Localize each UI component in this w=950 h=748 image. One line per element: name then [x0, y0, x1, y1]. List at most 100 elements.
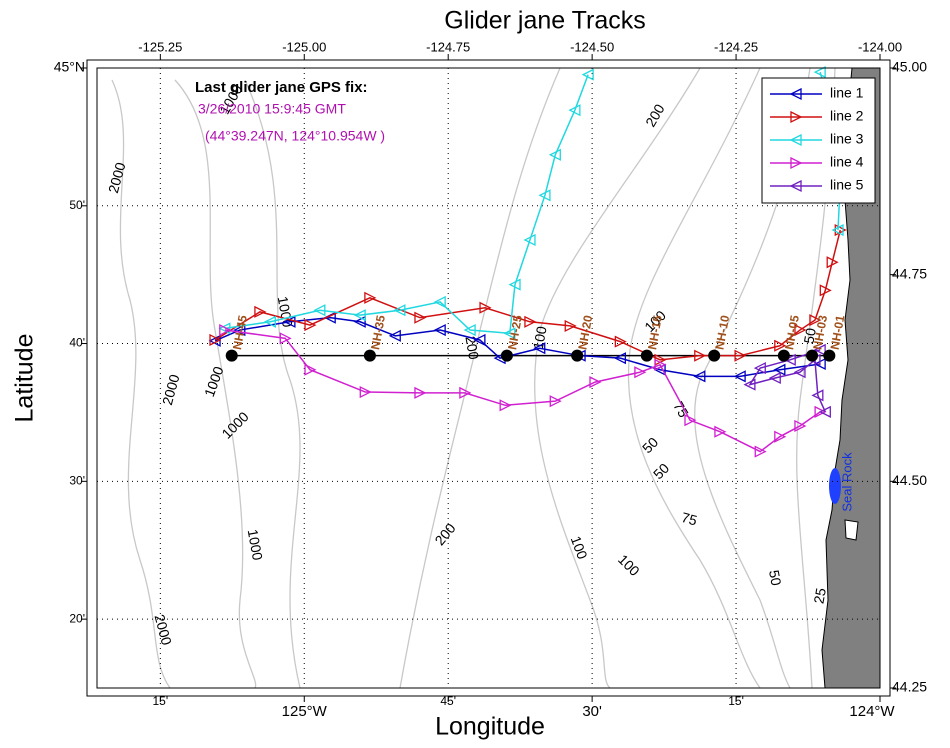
contour-label: 2000 — [151, 613, 175, 647]
track-marker — [714, 425, 727, 438]
track-marker — [459, 386, 472, 399]
track-marker — [743, 378, 756, 391]
contour-label: 50 — [766, 569, 784, 587]
station — [571, 349, 584, 362]
track-marker — [524, 315, 537, 328]
track-marker — [809, 314, 822, 327]
legend-label: line 4 — [830, 154, 864, 170]
y-tick-label: 20' — [69, 611, 85, 625]
station-label: NH-20 — [575, 314, 595, 351]
track-marker — [548, 148, 561, 161]
track-marker — [734, 349, 747, 362]
x-tick-label: -124.25 — [714, 39, 758, 54]
track-marker — [279, 332, 292, 345]
station — [777, 349, 790, 362]
track-marker — [304, 319, 317, 332]
track-marker — [433, 295, 446, 308]
x-tick-label: -124.00 — [858, 39, 902, 54]
track-marker — [549, 395, 562, 408]
track-marker — [254, 305, 267, 318]
x-tick-label: -125.25 — [138, 39, 182, 54]
track-marker — [209, 333, 222, 347]
contour-line — [174, 79, 257, 689]
station — [806, 349, 819, 362]
legend-label: line 1 — [830, 85, 864, 101]
legend-marker — [789, 179, 802, 193]
annotation-time: 3/26/2010 15:9:45 GMT — [198, 101, 346, 117]
track-marker — [613, 352, 626, 365]
station-label: NH-25 — [505, 314, 525, 351]
track-marker — [364, 291, 377, 304]
x-tick-label: 124°W — [849, 703, 895, 720]
y2-tick-label: 45.00 — [892, 59, 927, 75]
contour-label: 100 — [568, 534, 591, 562]
contour-label: 50 — [800, 327, 818, 345]
track-marker — [473, 333, 486, 347]
track-marker — [533, 342, 546, 355]
track-marker — [353, 315, 366, 328]
track-line — [214, 229, 842, 361]
y2-tick-label: 44.25 — [892, 679, 927, 695]
contour-label: 25 — [810, 587, 828, 605]
track-marker — [684, 414, 697, 427]
x-tick-label: 15' — [728, 694, 744, 708]
seal-rock-symbol — [829, 468, 841, 504]
track-marker — [359, 386, 372, 399]
track-marker — [768, 371, 781, 385]
track-marker — [774, 339, 787, 352]
track-marker — [479, 301, 492, 314]
track-marker — [463, 324, 476, 337]
station-label: NH-05 — [782, 314, 802, 351]
track-marker — [581, 68, 594, 81]
track-marker — [414, 311, 427, 324]
y-tick-label: 45°N — [54, 59, 85, 75]
track-marker — [353, 309, 366, 322]
track-marker — [414, 386, 427, 399]
place-label: Seal Rock — [839, 452, 854, 512]
contour-label: 1000 — [218, 408, 251, 441]
frame-outer — [86, 59, 891, 697]
annotation-position: (44°39.247N, 124°10.954W ) — [205, 128, 385, 144]
annotation-heading: Last glider jane GPS fix: — [195, 79, 368, 96]
x-tick-label: 15' — [153, 694, 169, 708]
station — [363, 349, 376, 362]
y-tick-label: 50' — [69, 198, 85, 212]
x-tick-label: 45' — [440, 694, 456, 708]
track-marker — [754, 445, 767, 458]
station-label: NH-01 — [828, 314, 848, 351]
x-tick-label: 125°W — [282, 703, 328, 720]
contour-line — [399, 67, 561, 689]
legend-marker — [789, 87, 802, 101]
station — [225, 349, 238, 362]
x-axis-label: Longitude — [435, 713, 545, 741]
track-marker — [634, 366, 647, 379]
station-label: NH-03 — [810, 314, 830, 351]
track-marker — [564, 319, 577, 332]
track-marker — [834, 223, 847, 237]
track-marker — [393, 304, 406, 317]
track-marker — [794, 324, 807, 337]
y2-tick-label: 44.50 — [892, 472, 927, 488]
track-line — [224, 329, 821, 453]
station-label: NH-45 — [230, 314, 250, 351]
track-marker — [499, 399, 512, 412]
contour-label: 2000 — [105, 160, 129, 194]
contour-line — [533, 67, 701, 689]
station-label: NH-15 — [645, 314, 665, 351]
x-tick-label: 30' — [582, 703, 602, 720]
track-marker — [503, 327, 516, 340]
track-line — [214, 316, 821, 378]
track-marker — [523, 233, 536, 246]
track-line — [748, 349, 826, 413]
station-label: NH-35 — [368, 314, 388, 351]
track-marker — [818, 405, 831, 418]
y2-tick-label: 44.75 — [892, 265, 927, 281]
track-marker — [568, 104, 581, 117]
contour-label: 1000 — [245, 528, 266, 562]
legend-marker — [790, 156, 803, 170]
track-marker — [733, 370, 746, 383]
station — [823, 349, 836, 362]
track-marker — [654, 358, 667, 371]
